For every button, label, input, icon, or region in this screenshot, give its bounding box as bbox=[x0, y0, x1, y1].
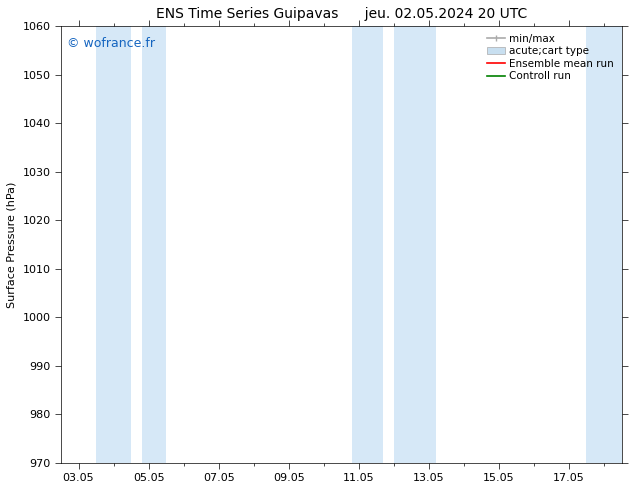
Bar bbox=[586, 26, 621, 463]
Y-axis label: Surface Pressure (hPa): Surface Pressure (hPa) bbox=[7, 181, 17, 308]
Bar bbox=[394, 26, 436, 463]
Title: ENS Time Series Guipavas      jeu. 02.05.2024 20 UTC: ENS Time Series Guipavas jeu. 02.05.2024… bbox=[155, 7, 527, 21]
Legend: min/max, acute;cart type, Ensemble mean run, Controll run: min/max, acute;cart type, Ensemble mean … bbox=[484, 31, 616, 83]
Bar bbox=[141, 26, 166, 463]
Bar bbox=[352, 26, 384, 463]
Bar bbox=[96, 26, 131, 463]
Text: © wofrance.fr: © wofrance.fr bbox=[67, 37, 155, 50]
